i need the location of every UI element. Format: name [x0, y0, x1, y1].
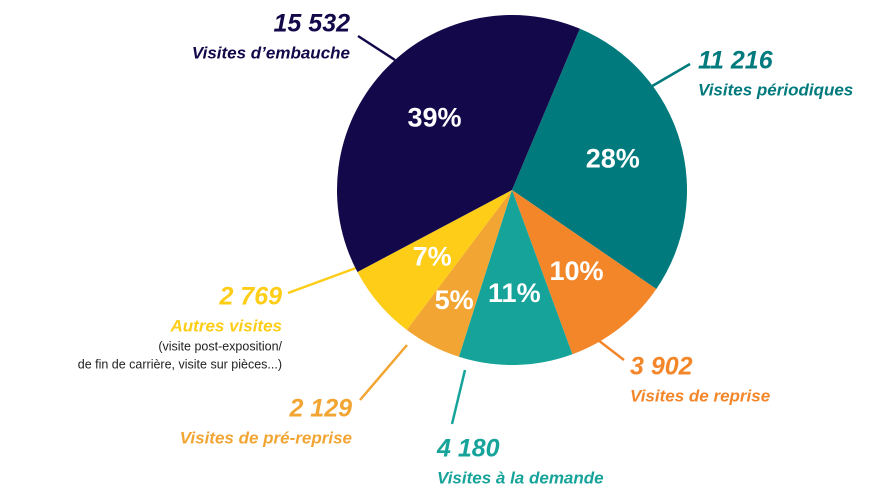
- value-label: 15 532: [274, 10, 351, 38]
- leader-line: [641, 62, 691, 94]
- pie-slice: [512, 28, 687, 289]
- percent-label: 7%: [413, 241, 452, 271]
- pie-slice: [512, 190, 657, 355]
- percent-label: 39%: [407, 102, 461, 132]
- percent-label: 5%: [435, 285, 474, 315]
- leader-line: [359, 344, 408, 401]
- value-label: 4 180: [436, 435, 500, 463]
- leader-line: [597, 339, 625, 361]
- percent-label: 11%: [488, 278, 541, 308]
- pie-slice: [458, 190, 573, 365]
- percent-label: 10%: [549, 256, 603, 286]
- category-label: Visites de pré-reprise: [180, 428, 352, 447]
- category-label: Autres visites: [170, 316, 283, 335]
- annotation: de fin de carrière, visite sur pièces...…: [78, 357, 282, 371]
- value-label: 3 902: [630, 353, 693, 381]
- category-label: Visites périodiques: [698, 80, 853, 99]
- leader-line: [357, 34, 396, 62]
- pie-slice: [337, 14, 580, 273]
- category-label: Visites à la demande: [437, 468, 604, 486]
- pie-slice: [357, 190, 512, 330]
- value-label: 2 129: [288, 395, 352, 423]
- value-label: 2 769: [218, 283, 282, 311]
- category-label: Visites d’embauche: [192, 43, 350, 62]
- category-label: Visites de reprise: [630, 386, 770, 405]
- percent-label: 28%: [586, 144, 640, 174]
- leader-line: [287, 266, 357, 295]
- value-label: 11 216: [698, 47, 774, 75]
- annotation: (visite post-exposition/: [158, 339, 282, 353]
- leader-line: [450, 369, 467, 425]
- pie-slice: [406, 190, 512, 357]
